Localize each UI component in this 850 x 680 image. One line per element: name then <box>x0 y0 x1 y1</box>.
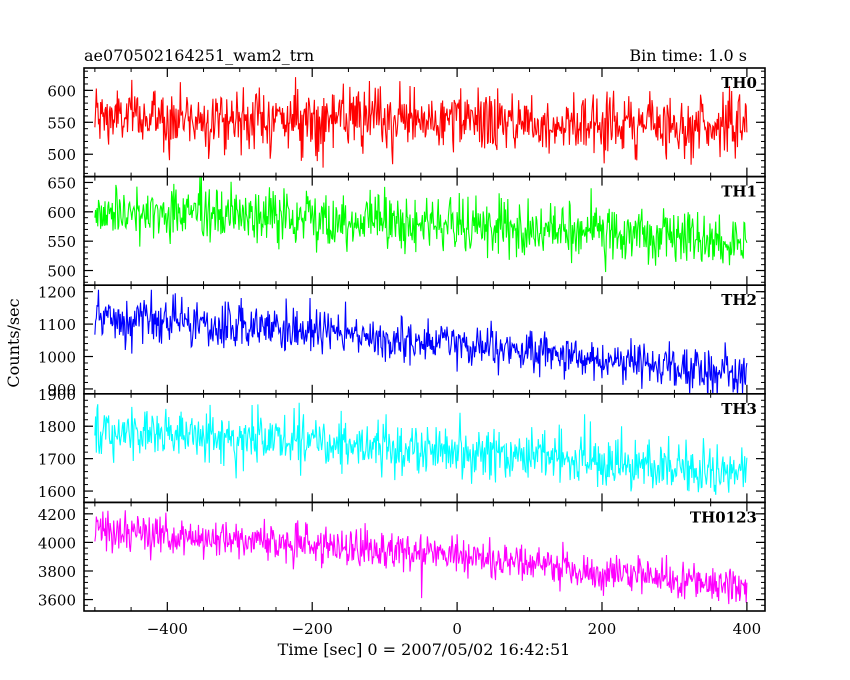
panel-th2: 900 1000 1100 1200 TH2 <box>38 284 766 399</box>
panel-frame <box>83 501 766 612</box>
x-tick-label: −200 <box>292 620 333 638</box>
series-line-th0 <box>94 77 748 168</box>
series-line-th1 <box>94 177 748 273</box>
y-tick-label: 4000 <box>38 534 76 552</box>
y-tick-label: 900 <box>47 381 76 399</box>
panel-th1: 500 550 600 650 TH1 <box>47 174 766 287</box>
y-tick-label: 1900 <box>38 386 76 404</box>
y-tick-label: 3800 <box>38 563 76 581</box>
y-tick-label: 550 <box>47 114 76 132</box>
series-line-th3 <box>94 402 748 495</box>
y-tick-label: 1200 <box>38 284 76 302</box>
x-tick-label: 200 <box>588 620 617 638</box>
x-axis-label: Time [sec] 0 = 2007/05/02 16:42:51 <box>278 640 571 659</box>
panel-label-th1: TH1 <box>721 183 757 201</box>
panels-group: 500 550 600 TH0 500 550 600 650 TH1 900 1000 1100 12… <box>38 67 766 612</box>
y-tick-label: 600 <box>47 82 76 100</box>
panel-th0123: 3600 3800 4000 4200 TH0123 <box>38 501 766 612</box>
x-tick-label: 0 <box>452 620 462 638</box>
bin-time-label: Bin time: 1.0 s <box>629 46 747 65</box>
y-tick-label: 1000 <box>38 349 76 367</box>
panel-th3: 1600 1700 1800 1900 TH3 <box>38 386 766 504</box>
panel-label-th0: TH0 <box>721 74 757 92</box>
x-axis: −400 −200 0 200 400 <box>147 620 761 638</box>
y-tick-label: 1800 <box>38 418 76 436</box>
y-tick-label: 3600 <box>38 592 76 610</box>
x-tick-label: 400 <box>733 620 762 638</box>
panel-label-th2: TH2 <box>721 291 757 309</box>
y-tick-label: 4200 <box>38 506 76 524</box>
panel-label-th0123: TH0123 <box>690 508 757 526</box>
y-axis-label: Counts/sec <box>4 298 23 387</box>
y-tick-label: 1100 <box>38 316 76 334</box>
series-line-th0123 <box>94 510 748 605</box>
y-tick-label: 600 <box>47 204 76 222</box>
y-tick-label: 650 <box>47 174 76 192</box>
panel-th0: 500 550 600 TH0 <box>47 67 766 178</box>
panel-label-th3: TH3 <box>721 400 757 418</box>
y-tick-label: 550 <box>47 233 76 251</box>
y-tick-label: 1600 <box>38 483 76 501</box>
series-line-th2 <box>94 289 748 394</box>
y-tick-label: 1700 <box>38 451 76 469</box>
y-tick-label: 500 <box>47 146 76 164</box>
chart-title: ae070502164251_wam2_trn <box>84 46 314 65</box>
x-tick-label: −400 <box>147 620 188 638</box>
y-tick-label: 500 <box>47 263 76 281</box>
